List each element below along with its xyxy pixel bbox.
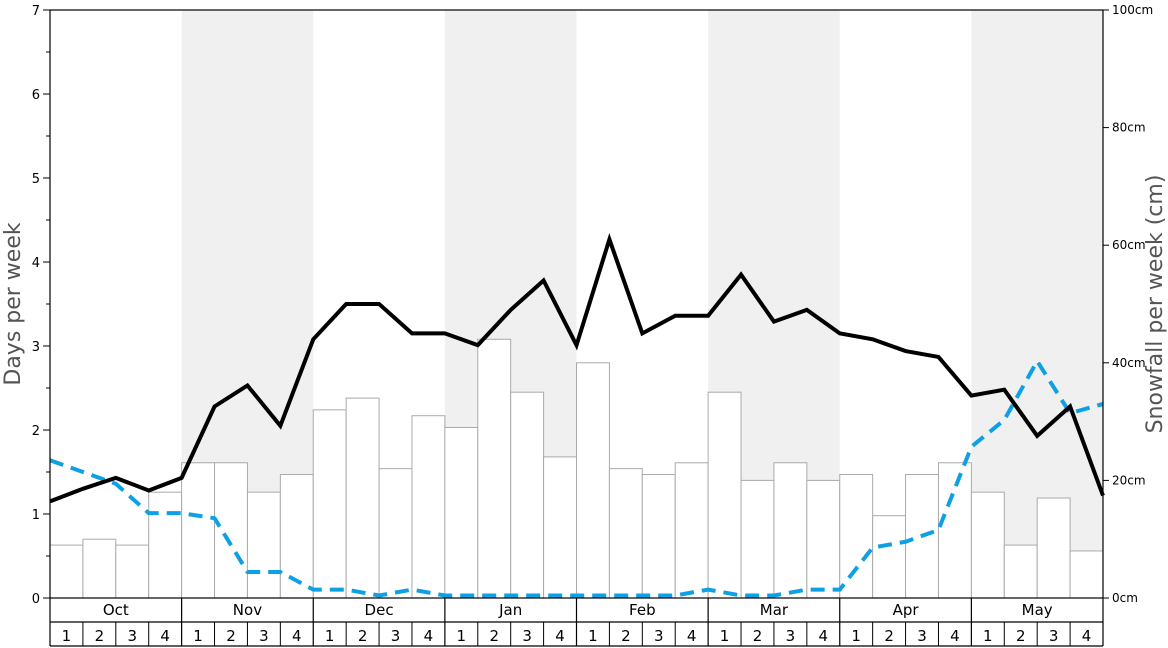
snowfall-bar	[510, 391, 545, 599]
lines-layer	[49, 232, 1105, 598]
right-tick-label: 60cm	[1112, 238, 1146, 252]
week-label: 2	[1016, 627, 1026, 645]
month-label: Feb	[629, 601, 656, 619]
month-label: Nov	[233, 601, 262, 619]
left-tick-label: 7	[32, 4, 40, 19]
snowfall-bar	[246, 491, 281, 599]
week-label: 4	[819, 627, 829, 645]
dashed-series-line	[49, 359, 1104, 598]
week-label: 4	[292, 627, 302, 645]
snowfall-bar	[82, 538, 117, 599]
week-label: 1	[983, 627, 993, 645]
snowfall-bar	[773, 462, 808, 599]
snowfall-bar	[970, 491, 1005, 599]
right-tick-label: 20cm	[1112, 473, 1146, 487]
week-label: 1	[325, 627, 335, 645]
snowfall-bar	[1069, 550, 1104, 599]
week-label: 2	[226, 627, 236, 645]
week-label: 3	[1049, 627, 1059, 645]
week-label: 2	[753, 627, 763, 645]
week-label: 2	[884, 627, 894, 645]
week-label: 3	[917, 627, 927, 645]
snowfall-bar	[674, 462, 709, 599]
right-axis: 0cm 20cm 40cm 60cm 80cm 100cm	[1103, 3, 1153, 605]
left-tick-label: 5	[32, 172, 40, 187]
left-tick-label: 2	[32, 424, 40, 439]
left-tick-label: 1	[32, 508, 40, 523]
left-tick-label: 6	[32, 88, 40, 103]
left-tick-label: 4	[32, 256, 40, 271]
week-label: 2	[489, 627, 499, 645]
snowfall-bar	[477, 338, 512, 599]
snowfall-bar	[148, 491, 183, 599]
month-label: May	[1022, 601, 1053, 619]
snowfall-bar	[378, 468, 413, 599]
week-label: 3	[391, 627, 401, 645]
week-label: 1	[588, 627, 598, 645]
snowfall-bar	[181, 462, 216, 599]
left-axis-label: Days per week	[1, 222, 26, 385]
snowfall-bar	[1036, 497, 1071, 599]
month-label: Jan	[498, 601, 522, 619]
week-label: 1	[851, 627, 861, 645]
week-label: 4	[424, 627, 434, 645]
week-label: 3	[654, 627, 664, 645]
month-label: Dec	[365, 601, 394, 619]
week-label: 4	[950, 627, 960, 645]
month-label: Oct	[103, 601, 129, 619]
month-week-axis: Oct 1 2 3 4 Nov 1 2 3 4 Dec 1 2 3 4 Jan 1 2 3 4 Feb 1 2 3 4 Mar 1 2…	[49, 598, 1104, 647]
left-tick-label: 3	[32, 340, 40, 355]
week-label: 3	[522, 627, 532, 645]
snowfall-bar	[1003, 544, 1038, 599]
snowfall-bar	[806, 479, 841, 599]
week-label: 1	[62, 627, 72, 645]
week-label: 3	[259, 627, 269, 645]
snowfall-bar	[608, 468, 643, 599]
week-label: 1	[457, 627, 467, 645]
week-label: 4	[555, 627, 565, 645]
right-tick-label: 80cm	[1112, 121, 1146, 135]
week-label: 2	[621, 627, 631, 645]
snowfall-bar	[576, 362, 610, 599]
week-label: 4	[1082, 627, 1092, 645]
week-label: 3	[127, 627, 137, 645]
snowfall-bar	[543, 456, 577, 599]
snowfall-bar	[312, 409, 347, 599]
month-label: Apr	[893, 601, 920, 619]
week-label: 3	[786, 627, 796, 645]
left-tick-label: 0	[32, 592, 40, 607]
snowfall-bar	[641, 474, 676, 599]
right-axis-label: Snowfall per week (cm)	[1143, 175, 1168, 434]
snowfall-bars	[49, 338, 1104, 599]
snowfall-bar	[872, 515, 907, 599]
month-label: Mar	[760, 601, 789, 619]
right-tick-label: 0cm	[1112, 591, 1138, 605]
week-label: 1	[720, 627, 730, 645]
week-label: 1	[193, 627, 203, 645]
right-tick-label: 100cm	[1112, 3, 1153, 17]
snowfall-bar	[345, 397, 380, 599]
snowfall-bar	[740, 479, 775, 599]
left-axis: 0 1 2 3 4 5 6 7	[32, 4, 50, 607]
snowfall-bar	[707, 391, 742, 599]
right-tick-label: 40cm	[1112, 356, 1146, 370]
solid-series-line	[49, 232, 1105, 504]
snowfall-bar	[49, 544, 84, 599]
snowfall-bar	[839, 474, 874, 599]
week-label: 2	[358, 627, 368, 645]
snowfall-bar	[444, 426, 479, 599]
snowfall-bar	[115, 544, 150, 599]
week-label: 4	[160, 627, 170, 645]
week-label: 2	[95, 627, 105, 645]
week-label: 4	[687, 627, 697, 645]
snowfall-bar	[214, 462, 248, 599]
snowfall-bar	[411, 415, 446, 599]
